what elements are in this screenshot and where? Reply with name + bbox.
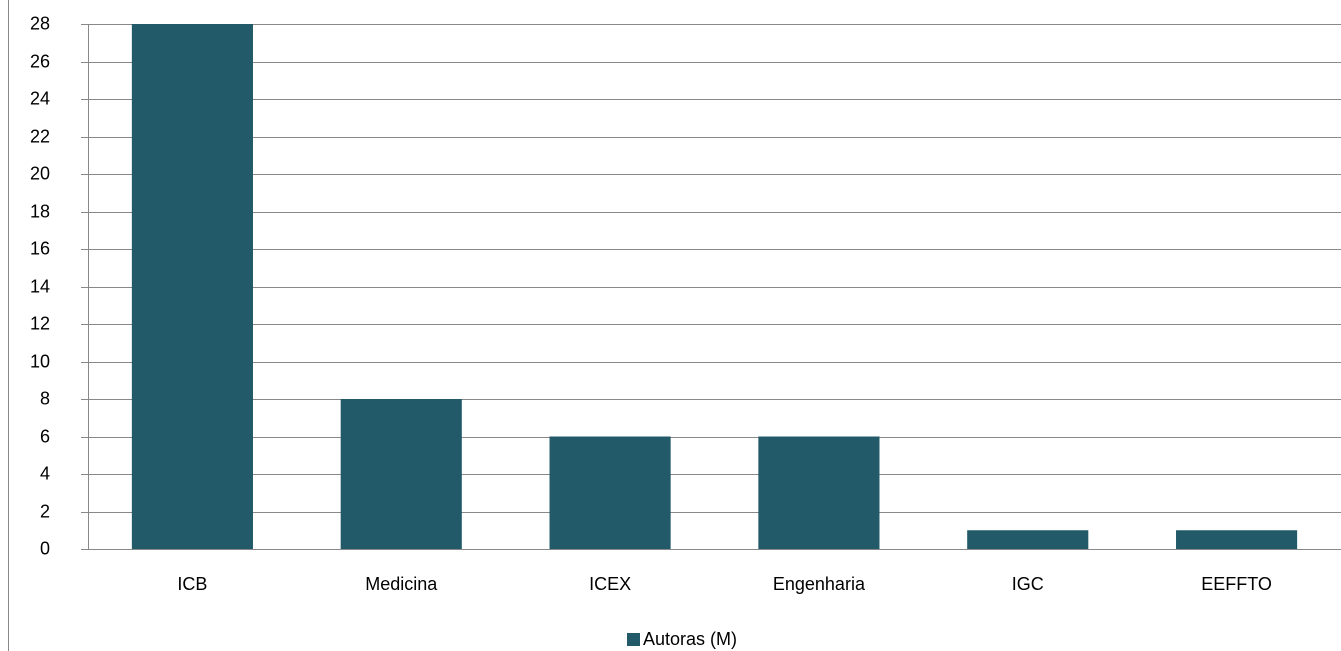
y-tick-label: 18 <box>30 201 50 221</box>
bar <box>131 24 253 549</box>
x-tick-label: Medicina <box>365 574 438 594</box>
y-tick-label: 8 <box>40 388 50 408</box>
y-tick-label: 28 <box>30 13 50 33</box>
x-tick-label: Engenharia <box>773 574 866 594</box>
legend-swatch <box>627 633 640 646</box>
x-tick-label: ICB <box>177 574 207 594</box>
bar <box>340 399 462 549</box>
bar <box>1176 530 1298 549</box>
y-tick-label: 24 <box>30 88 50 108</box>
legend-label: Autoras (M) <box>643 629 737 649</box>
x-tick-label: ICEX <box>589 574 631 594</box>
y-tick-label: 12 <box>30 313 50 333</box>
y-tick-label: 6 <box>40 426 50 446</box>
bar <box>549 436 671 549</box>
y-tick-label: 26 <box>30 51 50 71</box>
y-tick-label: 20 <box>30 163 50 183</box>
x-tick-label: EEFFTO <box>1201 574 1272 594</box>
bar <box>758 436 880 549</box>
bar <box>967 530 1089 549</box>
y-tick-label: 4 <box>40 463 50 483</box>
y-tick-label: 22 <box>30 126 50 146</box>
y-tick-label: 2 <box>40 501 50 521</box>
y-tick-label: 14 <box>30 276 50 296</box>
y-tick-label: 10 <box>30 351 50 371</box>
x-tick-label: IGC <box>1012 574 1044 594</box>
y-tick-label: 0 <box>40 538 50 558</box>
y-tick-label: 16 <box>30 238 50 258</box>
